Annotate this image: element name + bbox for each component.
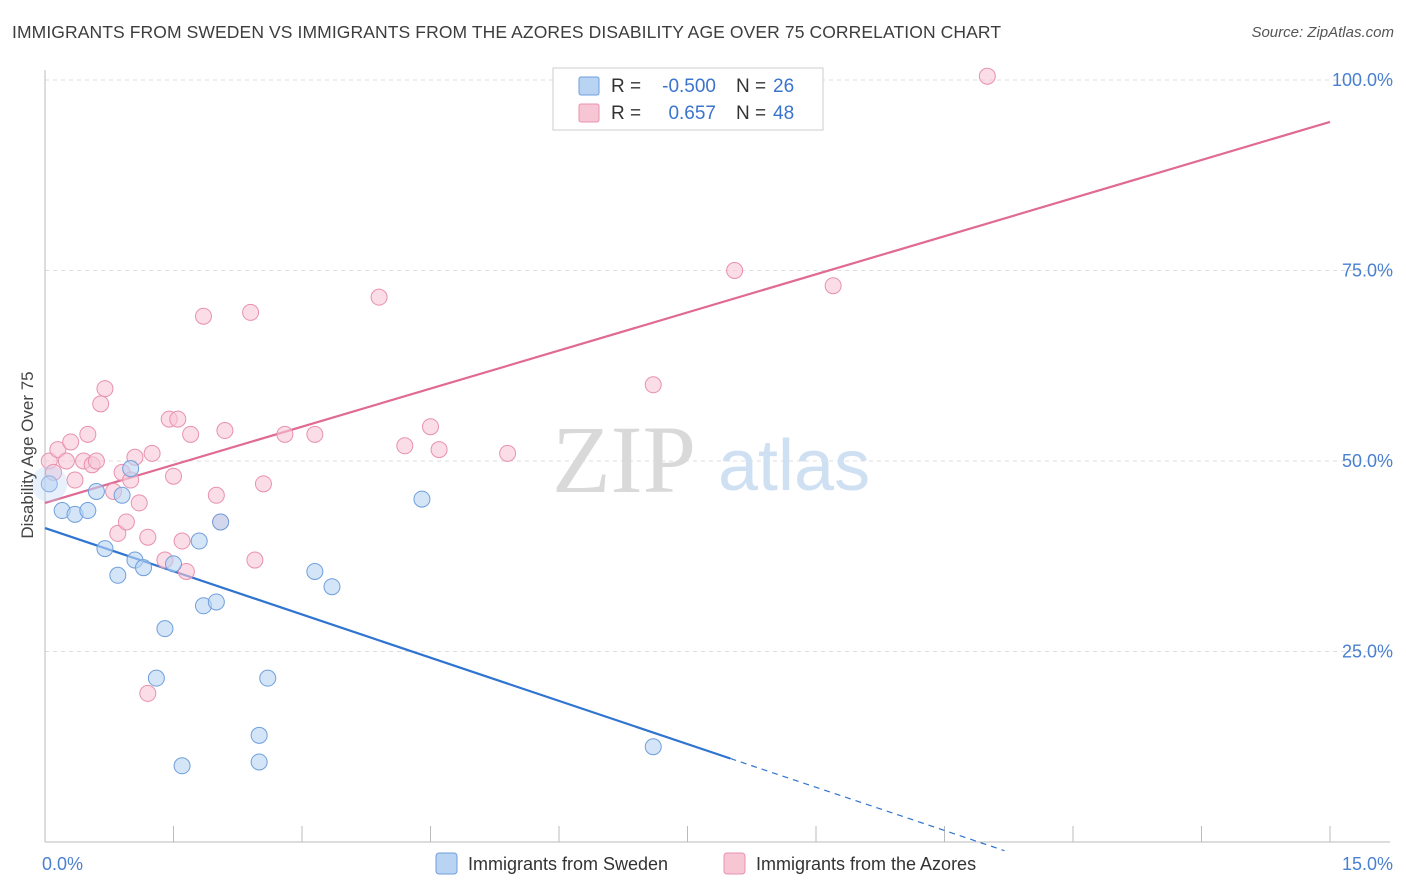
azores-point [216,422,234,440]
sweden-point [79,502,97,520]
azores-point [173,532,191,550]
legend-sweden-n-label: N = [736,76,766,97]
sweden-point [147,669,165,687]
bottom-legend-azores-label: Immigrants from the Azores [756,854,976,874]
azores-point [62,433,80,451]
azores-point [499,444,517,462]
sweden-point [644,738,662,756]
legend-azores-r-label: R = [611,103,641,124]
y-tick-label: 50.0% [1342,451,1393,471]
azores-point [370,288,388,306]
azores-point [182,425,200,443]
sweden-point [306,562,324,580]
bottom-legend-sweden-label: Immigrants from Sweden [468,854,668,874]
sweden-point [250,753,268,771]
azores-point [276,425,294,443]
sweden-point [165,555,182,573]
azores-point [824,277,842,295]
sweden-point [40,475,58,493]
azores-point [66,471,84,489]
bottom-legend-sweden-swatch [435,852,458,875]
azores-point [79,425,97,443]
series-legend: Immigrants from Sweden Immigrants from t… [435,852,976,875]
chart-source: Source: ZipAtlas.com [1251,24,1394,41]
azores-point [644,376,662,394]
x-tick-label-min: 0.0% [42,854,83,874]
sweden-point [207,593,225,611]
sweden-trend-line-extension [730,757,1005,852]
azores-trend-line [44,120,1331,504]
sweden-trend-line [44,527,731,760]
trend-lines [44,120,1331,852]
azores-point [143,444,161,462]
azores-point [165,467,182,485]
legend-sweden-r-label: R = [611,76,641,97]
data-points [31,67,996,775]
sweden-point [413,490,431,508]
sweden-point [109,566,127,584]
sweden-point [87,482,105,500]
azores-point [246,551,264,569]
legend-azores-n-value: 48 [773,103,794,124]
legend-sweden-r-value: -0.500 [662,76,716,97]
azores-point [130,494,148,512]
azores-point [139,528,157,546]
legend-azores-swatch [578,103,600,123]
azores-point [117,513,135,531]
sweden-point [122,460,140,478]
legend-azores-n-label: N = [736,103,766,124]
azores-point [306,425,324,443]
legend-sweden-swatch [578,76,600,96]
sweden-point [250,726,268,744]
bottom-legend-azores-swatch [723,852,746,875]
azores-point [194,307,212,325]
azores-point [169,410,187,428]
sweden-point-large [31,465,68,502]
sweden-point [190,532,208,550]
sweden-point [156,620,174,638]
azores-point [57,452,75,470]
y-tick-label: 75.0% [1342,261,1393,281]
watermark-zip: ZIP [552,406,696,513]
azores-point [207,486,225,504]
y-axis-label: Disability Age Over 75 [18,371,37,538]
azores-point [254,475,272,493]
x-tick-label-max: 15.0% [1342,854,1393,874]
legend-sweden-n-value: 26 [773,76,794,97]
sweden-point [135,559,153,577]
azores-point [109,524,127,542]
sweden-point [113,486,131,504]
azores-point [242,303,260,321]
azores-point [87,452,105,470]
y-tick-label: 25.0% [1342,642,1393,662]
y-tick-label: 100.0% [1332,70,1393,90]
sweden-point [259,669,277,687]
azores-point [422,418,439,436]
tick-labels: 25.0% 50.0% 75.0% 100.0% 0.0% 15.0% [42,70,1393,874]
azores-point [430,441,448,459]
grid-lines [45,79,1390,652]
azores-point [49,441,67,459]
azores-point [96,380,114,398]
correlation-legend: R = -0.500 N = 26 R = 0.657 N = 48 [552,67,824,131]
azores-point [177,562,195,580]
sweden-point [323,578,341,596]
azores-point [139,684,157,702]
chart-title: IMMIGRANTS FROM SWEDEN VS IMMIGRANTS FRO… [12,22,1002,42]
azores-point [92,395,110,413]
legend-azores-r-value: 0.657 [668,103,716,124]
sweden-point [96,540,114,558]
azores-point [726,262,744,279]
azores-point [396,437,414,455]
azores-point [978,67,996,85]
sweden-point [212,513,230,531]
sweden-point [173,757,191,775]
watermark-atlas: atlas [718,426,870,506]
